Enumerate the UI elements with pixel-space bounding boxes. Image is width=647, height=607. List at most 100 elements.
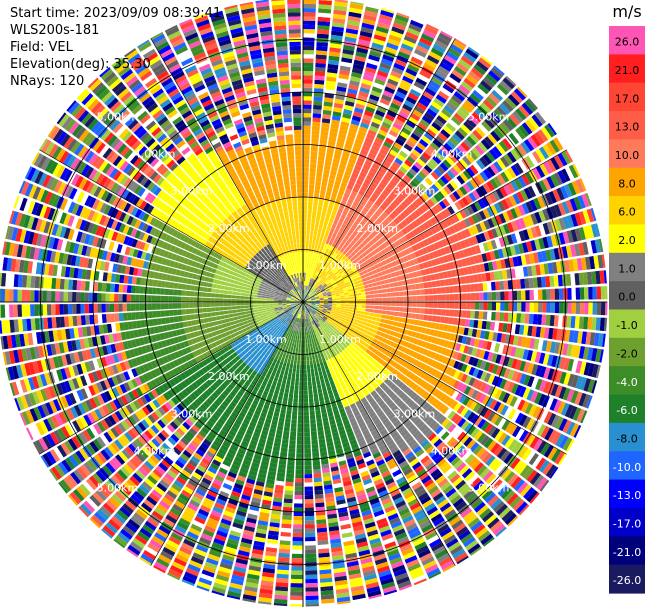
velocity-gate (336, 282, 342, 287)
velocity-gate (307, 318, 310, 323)
velocity-gate (384, 233, 391, 240)
velocity-gate (277, 395, 283, 401)
velocity-gate (392, 524, 404, 533)
velocity-gate (362, 400, 370, 407)
velocity-gate (467, 46, 480, 56)
velocity-gate (350, 585, 365, 592)
velocity-gate (349, 123, 359, 130)
velocity-gate (478, 243, 486, 253)
velocity-gate (350, 245, 356, 252)
velocity-gate (322, 338, 327, 343)
velocity-gate (453, 522, 466, 534)
velocity-gate (350, 76, 361, 83)
velocity-gate (296, 313, 299, 318)
velocity-gate (531, 114, 543, 128)
velocity-gate (463, 327, 469, 336)
velocity-gate (356, 458, 365, 466)
velocity-gate (518, 124, 530, 138)
velocity-gate (390, 191, 398, 199)
velocity-gate (318, 294, 323, 297)
velocity-gate (290, 427, 297, 432)
velocity-gate (421, 340, 427, 348)
velocity-gate (431, 398, 439, 407)
velocity-gate (496, 403, 506, 414)
velocity-gate (431, 76, 443, 86)
velocity-gate (464, 275, 470, 284)
velocity-gate (436, 36, 450, 47)
velocity-gate (335, 292, 340, 295)
velocity-gate (474, 144, 485, 156)
velocity-gate (346, 135, 355, 142)
velocity-gate (405, 335, 411, 342)
velocity-gate (325, 80, 336, 86)
velocity-gate (265, 551, 277, 557)
velocity-gate (318, 147, 326, 153)
velocity-gate (310, 311, 314, 316)
velocity-gate (314, 341, 318, 347)
velocity-gate (571, 359, 579, 373)
velocity-gate (382, 585, 397, 594)
velocity-gate (331, 331, 336, 337)
velocity-gate (485, 455, 496, 467)
velocity-gate (546, 176, 556, 189)
velocity-gate (404, 186, 412, 195)
velocity-gate (379, 125, 390, 133)
velocity-gate (303, 234, 306, 240)
velocity-gate (321, 463, 330, 469)
velocity-gate (338, 347, 343, 353)
velocity-gate (380, 178, 389, 186)
velocity-gate (368, 363, 375, 370)
velocity-gate (343, 354, 348, 360)
velocity-gate (304, 511, 315, 517)
velocity-gate (321, 459, 329, 465)
velocity-gate (433, 97, 445, 108)
velocity-gate (525, 302, 530, 312)
velocity-gate (327, 389, 333, 396)
velocity-gate (347, 431, 355, 438)
velocity-gate (242, 598, 256, 603)
velocity-gate (339, 309, 345, 313)
velocity-gate (315, 318, 319, 323)
velocity-gate (306, 309, 309, 314)
velocity-gate (258, 596, 272, 603)
velocity-gate (564, 404, 574, 418)
velocity-gate (286, 473, 294, 479)
velocity-gate (320, 319, 324, 324)
velocity-gate (511, 370, 519, 382)
velocity-gate (495, 281, 500, 291)
velocity-gate (362, 358, 369, 364)
velocity-gate (303, 155, 310, 160)
velocity-gate (306, 304, 310, 308)
velocity-gate (549, 398, 558, 411)
velocity-gate (348, 435, 356, 442)
velocity-gate (314, 490, 324, 495)
velocity-gate (246, 478, 256, 485)
velocity-gate (573, 196, 582, 210)
velocity-gate (283, 502, 293, 508)
velocity-gate (368, 533, 380, 541)
velocity-gate (524, 402, 534, 415)
elevation-label: Elevation(deg): 35.30 (10, 57, 151, 72)
velocity-gate (581, 193, 590, 208)
velocity-gate (293, 347, 296, 352)
velocity-gate (494, 430, 504, 441)
velocity-gate (316, 289, 321, 293)
velocity-gate (397, 381, 405, 389)
velocity-gate (428, 343, 435, 351)
velocity-gate (428, 485, 439, 495)
velocity-gate (384, 247, 390, 253)
velocity-gate (393, 397, 401, 405)
velocity-gate (347, 267, 352, 272)
velocity-gate (258, 468, 268, 475)
velocity-gate (295, 474, 303, 479)
velocity-gate (331, 273, 336, 278)
velocity-gate (349, 370, 355, 376)
velocity-gate (338, 390, 344, 396)
velocity-gate (514, 347, 521, 358)
velocity-gate (305, 545, 316, 550)
velocity-gate (305, 536, 316, 542)
velocity-gate (307, 256, 310, 261)
velocity-gate (335, 326, 341, 331)
velocity-gate (449, 302, 455, 309)
velocity-gate (368, 262, 374, 268)
